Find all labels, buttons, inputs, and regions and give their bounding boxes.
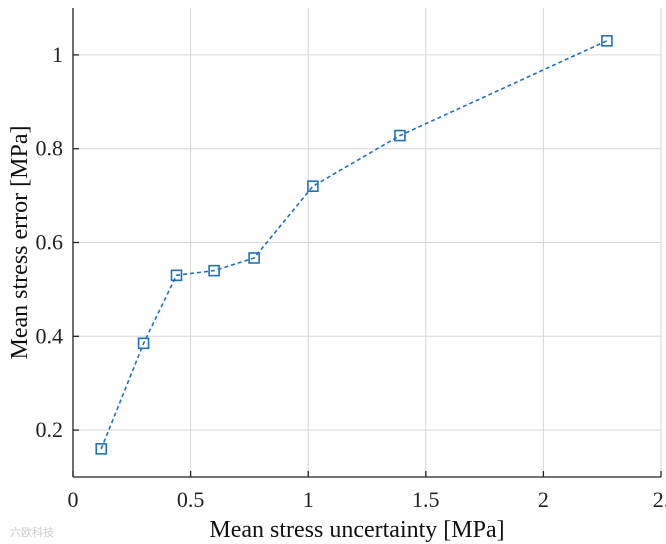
data-point-marker [137, 337, 150, 350]
tick-labels: 0 0.5 1 1.5 2 2. 0.2 0.4 0.6 0.8 1 [36, 42, 666, 512]
data-point-marker [170, 269, 183, 282]
x-tick-label: 0 [68, 487, 79, 512]
y-tick-label: 0.8 [36, 136, 64, 161]
watermark-text: 六欧科技 [10, 525, 54, 539]
y-axis-label: Mean stress error [MPa] [7, 126, 33, 360]
series [95, 35, 613, 455]
data-point-marker [95, 443, 108, 455]
x-tick-label: 2. [653, 487, 666, 512]
y-tick-label: 1 [52, 42, 63, 67]
axes [72, 8, 662, 478]
data-point-marker [248, 252, 260, 264]
data-point-marker [601, 35, 613, 47]
x-tick-label: 2 [538, 487, 549, 512]
x-tick-label: 1.5 [412, 487, 440, 512]
grid-lines [73, 8, 662, 477]
x-tick-label: 0.5 [177, 487, 205, 512]
data-point-marker [307, 180, 319, 193]
x-tick-label: 1 [303, 487, 314, 512]
y-tick-label: 0.6 [36, 230, 64, 255]
y-tick-label: 0.4 [36, 323, 64, 348]
x-axis-label: Mean stress uncertainty [MPa] [209, 517, 504, 543]
series-line [100, 40, 608, 450]
data-point-marker [208, 264, 220, 277]
y-tick-label: 0.2 [36, 417, 64, 442]
data-point-marker [394, 129, 406, 142]
